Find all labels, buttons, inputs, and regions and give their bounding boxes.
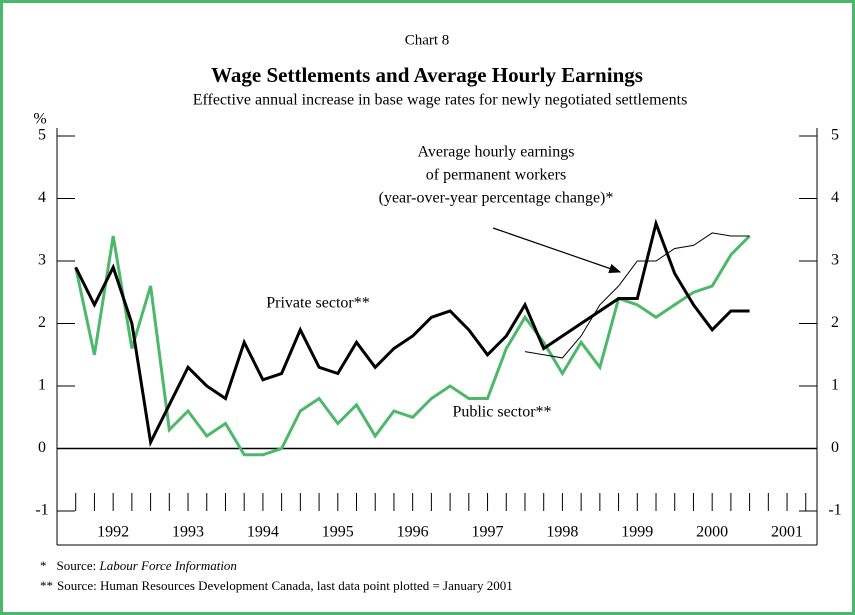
x-tick-label: 1995 — [322, 524, 354, 541]
annotation: Public sector** — [452, 404, 551, 421]
y2-tick-label: 4 — [831, 189, 839, 206]
y2-tick-label: 5 — [831, 127, 839, 144]
annotation: of permanent workers — [426, 167, 566, 184]
y-label: % — [33, 111, 46, 128]
y-tick-label: 1 — [38, 377, 46, 394]
series-line — [74, 234, 751, 457]
x-tick-label: 1992 — [97, 524, 129, 541]
y-tick-label: 0 — [38, 439, 46, 456]
annotation: Average hourly earnings — [418, 144, 575, 161]
y-tick-label: 3 — [38, 252, 46, 269]
y-tick-label: 5 — [38, 127, 46, 144]
series-line — [524, 232, 750, 359]
x-tick-label: 2001 — [771, 524, 803, 541]
x-tick-label: 1994 — [247, 524, 279, 541]
arrow — [492, 227, 622, 273]
chart-label: Chart 8 — [405, 32, 450, 48]
y2-tick-label: 3 — [831, 252, 839, 269]
x-tick-label: 1999 — [621, 524, 653, 541]
y2-tick-label: 1 — [831, 377, 839, 394]
chart-title: Wage Settlements and Average Hourly Earn… — [211, 63, 643, 87]
y-tick-label: 2 — [38, 314, 46, 331]
series-line — [74, 218, 750, 448]
x-tick-label: 1998 — [546, 524, 578, 541]
annotation: (year-over-year percentage change)* — [379, 190, 614, 207]
x-tick-label: 1993 — [172, 524, 204, 541]
x-tick-label: 2000 — [696, 524, 728, 541]
footnote: ** Source: Human Resources Development Ca… — [40, 578, 513, 593]
y2-tick-label: -1 — [828, 502, 841, 519]
y-tick-label: -1 — [35, 502, 48, 519]
y2-tick-label: 0 — [831, 439, 839, 456]
y2-tick-label: 2 — [831, 314, 839, 331]
chart-subtitle: Effective annual increase in base wage r… — [193, 92, 688, 109]
x-tick-label: 1996 — [397, 524, 429, 541]
footnote: * Source: Labour Force Information — [40, 558, 237, 573]
x-tick-label: 1997 — [472, 524, 504, 541]
annotation: Private sector** — [266, 295, 370, 312]
y-tick-label: 4 — [38, 189, 46, 206]
